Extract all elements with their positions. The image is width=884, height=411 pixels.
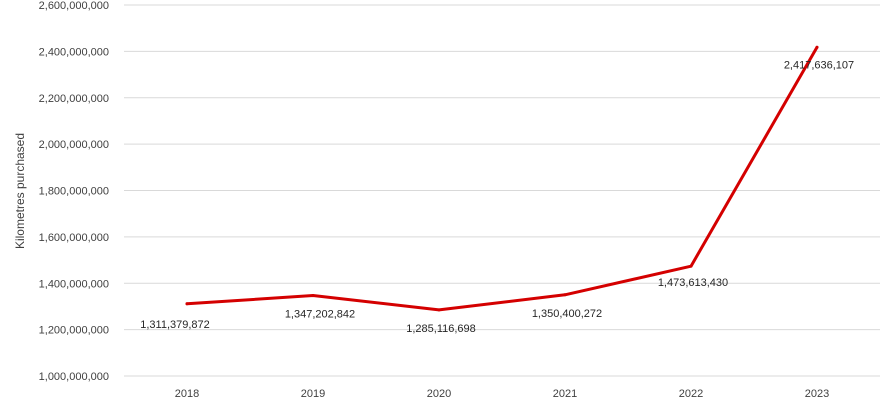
y-tick-label: 1,600,000,000: [39, 232, 109, 244]
data-label: 1,347,202,842: [285, 308, 355, 320]
x-tick-label: 2019: [301, 388, 325, 400]
data-point: [563, 293, 567, 297]
x-tick-label: 2021: [553, 388, 577, 400]
x-tick-label: 2023: [805, 388, 829, 400]
gridlines: [124, 4, 880, 377]
data-point: [815, 45, 819, 49]
y-tick-label: 1,400,000,000: [39, 278, 109, 290]
x-tick-label: 2022: [679, 388, 703, 400]
y-tick-label: 1,000,000,000: [39, 371, 109, 383]
data-label: 2,417,636,107: [784, 59, 854, 71]
data-point: [185, 302, 189, 306]
data-point: [437, 308, 441, 312]
y-tick-label: 1,200,000,000: [39, 325, 109, 337]
x-tick-label: 2020: [427, 388, 451, 400]
x-axis-tick-labels: 2018 2019 2020 2021 2022 2023: [175, 388, 829, 400]
data-label: 1,350,400,272: [532, 308, 602, 320]
y-tick-label: 2,000,000,000: [39, 139, 109, 151]
y-axis-tick-labels: 1,000,000,000 1,200,000,000 1,400,000,000 1…: [39, 0, 109, 383]
series-line-group: [185, 45, 819, 312]
y-tick-label: 2,400,000,000: [39, 46, 109, 58]
data-label: 1,473,613,430: [658, 277, 728, 289]
y-tick-label: 1,800,000,000: [39, 186, 109, 198]
data-label: 1,311,379,872: [140, 319, 210, 331]
y-tick-label: 2,600,000,000: [39, 0, 109, 12]
x-tick-label: 2018: [175, 388, 199, 400]
y-axis-title: Kilometres purchased: [13, 133, 27, 249]
data-point: [689, 264, 693, 268]
data-labels: 1,311,379,872 1,347,202,842 1,285,116,698 1…: [140, 59, 854, 335]
y-tick-label: 2,200,000,000: [39, 93, 109, 105]
data-label: 1,285,116,698: [406, 323, 476, 335]
series-line: [185, 45, 819, 312]
data-point: [311, 293, 315, 297]
